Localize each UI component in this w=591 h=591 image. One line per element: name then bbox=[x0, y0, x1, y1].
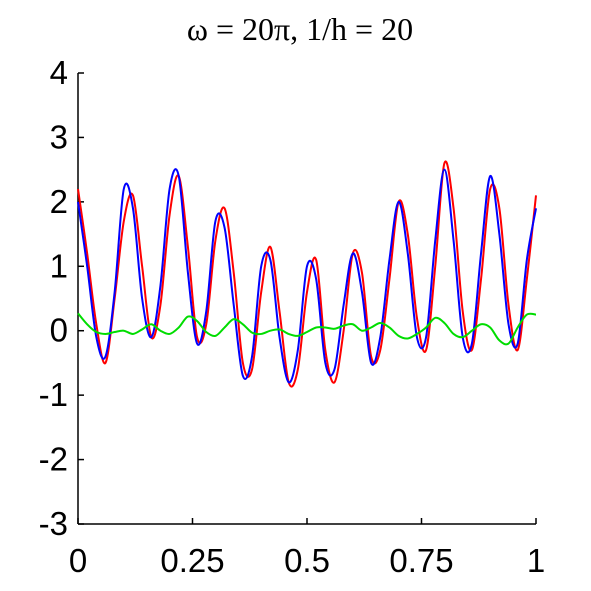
chart-title: ω = 20π, 1/h = 20 bbox=[187, 11, 413, 47]
y-tick-label: -1 bbox=[39, 376, 68, 413]
y-tick-label: -3 bbox=[39, 505, 68, 542]
y-axis: -3 -2 -1 0 1 2 3 4 bbox=[39, 54, 84, 542]
x-tick-label: 1 bbox=[527, 542, 545, 579]
y-tick-label: 4 bbox=[50, 54, 68, 91]
y-tick-label: -2 bbox=[39, 441, 68, 478]
x-tick-label: 0.25 bbox=[160, 542, 224, 579]
series-group bbox=[77, 160, 537, 388]
series-line-green bbox=[77, 312, 537, 346]
series-line-blue bbox=[77, 168, 537, 384]
y-tick-label: 1 bbox=[50, 247, 68, 284]
x-axis: 0 0.25 0.5 0.75 1 bbox=[69, 518, 545, 579]
y-tick-label: 2 bbox=[50, 183, 68, 220]
x-tick-label: 0.75 bbox=[389, 542, 453, 579]
x-tick-label: 0.5 bbox=[284, 542, 330, 579]
x-tick-label: 0 bbox=[69, 542, 87, 579]
series-line-red bbox=[77, 160, 537, 388]
y-tick-label: 0 bbox=[50, 312, 68, 349]
y-tick-label: 3 bbox=[50, 118, 68, 155]
